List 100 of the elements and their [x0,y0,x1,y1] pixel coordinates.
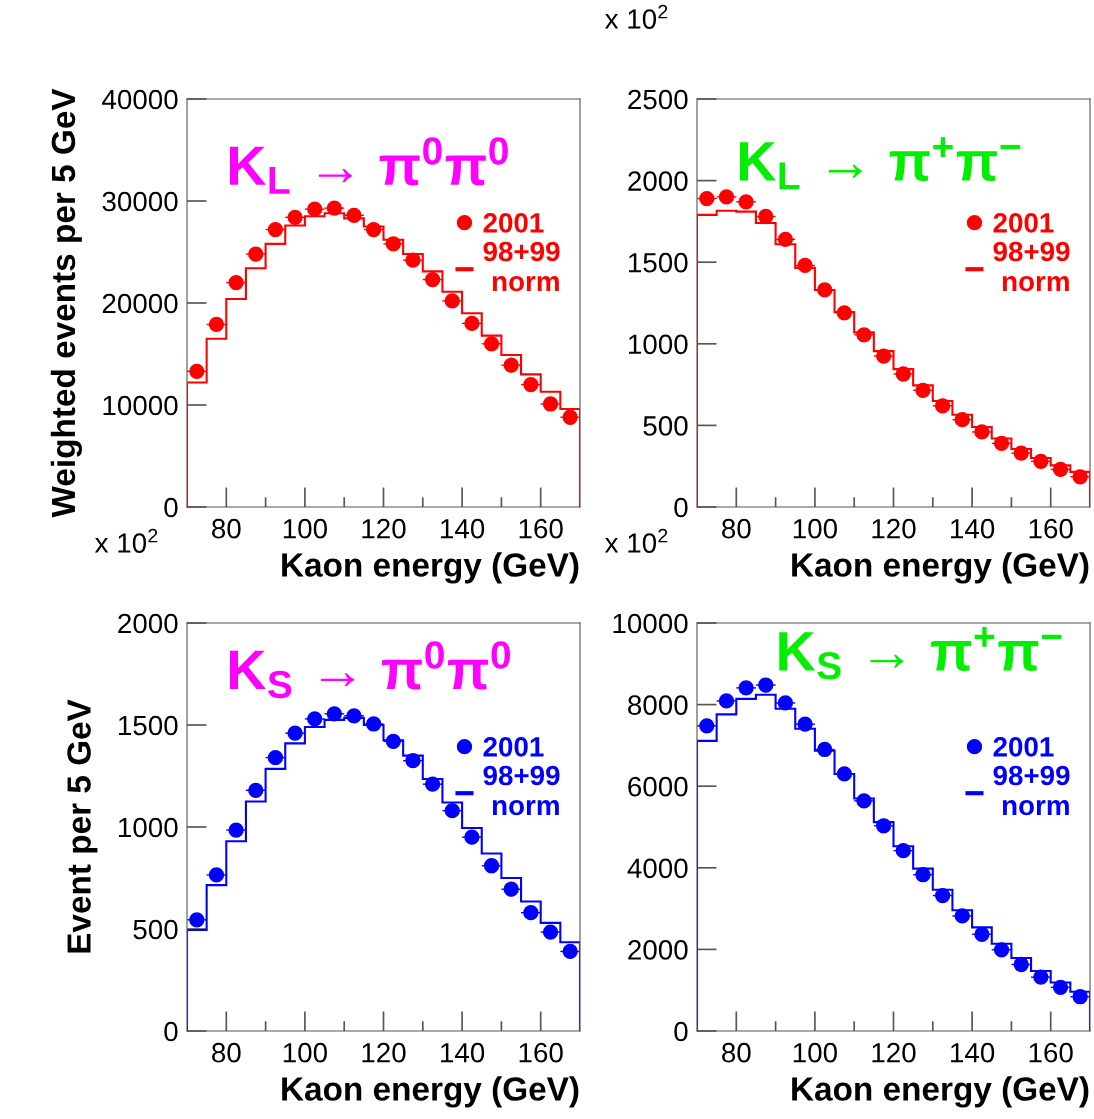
x-tick-label: 120 [362,1042,406,1063]
x-tick-label: 80 [722,518,751,539]
point [876,348,892,364]
text: x 10$^{2}$ [604,528,668,553]
point [287,725,303,741]
x-tick-label: 80 [212,518,241,539]
x-tick-label: 100 [793,518,837,539]
x-axis-title: Kaon energy (GeV) [282,1076,579,1108]
y-tick-label: 0 [674,1021,688,1042]
x-tick-label: 140 [951,1042,995,1063]
point [267,221,284,238]
point [228,274,244,291]
point [189,912,205,928]
y-tick-label: 4000 [627,858,688,879]
point [562,943,578,960]
point [1033,453,1049,469]
point [836,766,853,782]
point [307,711,323,727]
point [366,716,382,732]
point [1033,969,1049,985]
point [483,336,500,352]
y-tick-label: 500 [643,416,688,436]
legend-label: 2001 [993,213,1054,233]
point [777,695,794,711]
point [974,424,990,440]
point [993,435,1010,451]
y-tick-label: 20000 [102,293,178,314]
point [797,716,813,732]
point [974,926,990,942]
legend-label: 2001 [483,213,544,233]
y-tick-label: 10000 [613,613,688,634]
y-axis-title: Weighted events per 5 GeV [50,88,82,518]
point [366,221,382,238]
point [424,776,441,792]
x-tick-label: 100 [283,1042,327,1063]
text: K$_{L}$ → π$^{+}$π$^{−}$ [740,137,1020,190]
point [405,252,421,268]
text: x 10$^{2}$ [94,528,158,553]
text: K$_{L}$ → π$^{0}$π$^{0}$ [230,137,508,194]
point [1013,956,1029,973]
point [934,398,951,414]
x-tick-label: 100 [283,518,327,539]
point [405,753,421,769]
point [464,315,480,332]
legend-label: 2001 [993,737,1054,757]
legend-label: 2001 [483,737,544,757]
point [424,271,441,288]
legend-label: 98+99 norm [993,765,1070,816]
point [954,908,970,924]
point [718,693,735,709]
point [1072,989,1088,1005]
x-axis-title: Kaon energy (GeV) [282,552,579,584]
y-tick-label: 2000 [118,613,178,634]
x-tick-label: 160 [519,518,563,539]
point [895,366,911,382]
chart-title: K$_{S}$ → π$^{0}$π$^{0}$ [230,641,510,699]
y-tick-label: 30000 [102,191,178,212]
point [287,209,303,225]
x-axis-title: Kaon energy (GeV) [792,552,1089,584]
x-tick-label: 160 [519,1042,563,1063]
y-tick-label: 0 [164,497,178,518]
y-tick-label: 2500 [628,89,688,110]
point [444,293,460,309]
y-axis-title: Event per 5 GeV [67,699,98,953]
legend-label: 98+99 norm [993,241,1070,292]
point [1072,469,1088,485]
y-tick-label: 1000 [119,817,178,838]
point [385,733,401,749]
point [523,376,539,393]
y-tick-label: 40000 [102,89,178,110]
point [503,881,519,897]
point [915,867,931,883]
point [954,412,970,428]
point [738,194,754,210]
x-tick-label: 80 [212,1042,241,1063]
y-tick-label: 2000 [628,940,688,960]
text: x 10$^{2}$ [604,4,668,29]
point [464,829,480,845]
chart-title: K$_{S}$ → π$^{+}$π$^{−}$ [779,627,1062,680]
y-tick-label: 1500 [119,715,178,736]
x-axis-title: Kaon energy (GeV) [792,1076,1089,1108]
point [1052,461,1069,478]
point [836,305,853,321]
point [248,782,264,798]
point [777,231,794,247]
legend-label: 98+99 norm [483,765,560,816]
y-tick-label: 2000 [628,171,688,191]
point [915,382,931,398]
x-tick-label: 140 [951,518,995,539]
point [758,208,774,225]
point [542,396,559,412]
y-tick-label: 1500 [629,252,688,273]
point [1052,979,1069,995]
point [503,357,519,373]
y-tick-label: 6000 [628,776,688,797]
point [817,741,833,758]
point [267,750,284,766]
point [876,818,892,834]
point [817,282,833,298]
point [934,887,951,904]
